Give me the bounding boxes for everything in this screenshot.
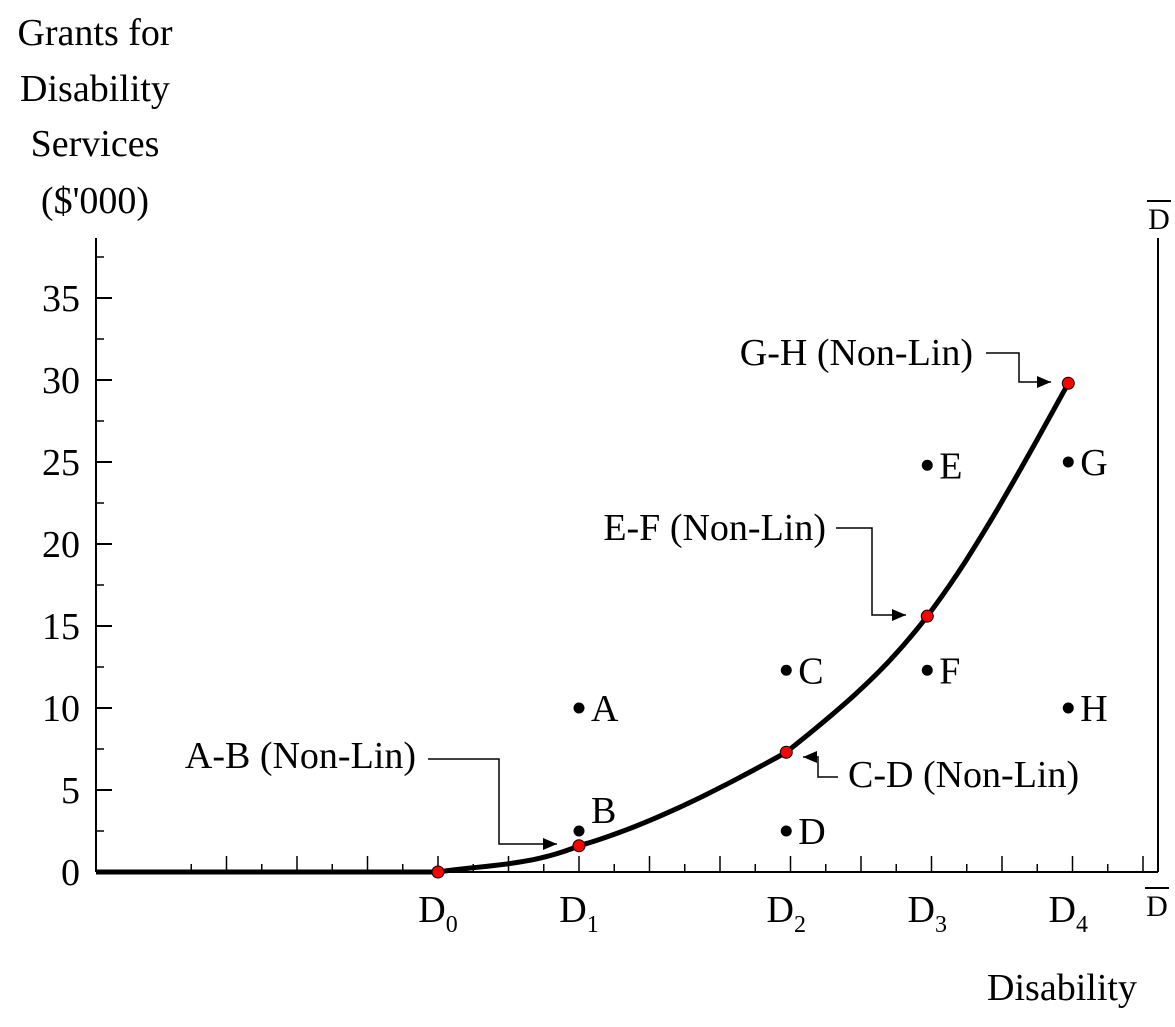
curve-layer: [96, 376, 1075, 879]
y-axis-label-line-2: Disability: [20, 68, 170, 110]
x-axis-label: Disability: [987, 967, 1137, 1009]
y-tick-label: 35: [42, 278, 80, 320]
y-tick-label: 5: [61, 770, 80, 812]
annotation-arrowhead: [1037, 376, 1051, 388]
y-tick-label: 25: [42, 442, 80, 484]
annotation-leader-line: [803, 756, 838, 778]
annotation-label: A-B (Non-Lin): [185, 735, 416, 777]
x-tick-label-main: D: [908, 889, 935, 931]
point-d-label: D: [798, 811, 825, 853]
x-tick-label-main: D: [1049, 889, 1076, 931]
x-tick-label-main: D: [767, 889, 794, 931]
y-tick-label: 20: [42, 524, 80, 566]
point-a-dot: [573, 702, 585, 714]
y-tick-label: 30: [42, 360, 80, 402]
curve-marker: [1061, 376, 1075, 390]
x-tick-label-subscript: 2: [794, 912, 806, 938]
annotation-arrowhead: [892, 609, 906, 621]
x-tick-label-d4: D4: [1049, 889, 1088, 938]
annotation-layer: A-B (Non-Lin) C-D (Non-Lin) E-F (Non-Lin) G…: [185, 332, 1079, 850]
point-b-dot: [573, 825, 585, 837]
point-g-dot: [1062, 456, 1074, 468]
annotation-leader-line: [986, 352, 1051, 383]
y-tick-label: 0: [61, 852, 80, 894]
point-c-dot: [780, 664, 792, 676]
y-axis-label-line-4: ($'000): [40, 180, 150, 222]
annotation-label: G-H (Non-Lin): [740, 332, 973, 374]
x-tick-label-subscript: 3: [935, 912, 947, 938]
point-a-label: A: [591, 688, 619, 730]
annotation-label: E-F (Non-Lin): [603, 507, 826, 549]
point-e-dot: [921, 459, 933, 471]
curve-marker: [920, 609, 934, 623]
annotation-label: C-D (Non-Lin): [848, 754, 1079, 796]
x-tick-label-main: D: [559, 889, 586, 931]
x-tick-label-d2: D2: [767, 889, 806, 938]
x-tick-label-main: D: [418, 889, 445, 931]
point-g-label: G: [1080, 442, 1107, 484]
x-tick-label-subscript: 0: [446, 912, 458, 938]
annotation-arrowhead: [543, 838, 557, 850]
x-tick-label-d1: D1: [559, 889, 598, 938]
y-axis-label-line-3: Services: [30, 123, 160, 165]
x-tick-label-subscript: 4: [1076, 912, 1088, 938]
curve-marker: [779, 745, 793, 759]
annotation-arrowhead: [803, 751, 817, 763]
x-tick-label-d0: D0: [418, 889, 457, 938]
point-c-label: C: [798, 650, 823, 692]
y-tick-label: 15: [42, 606, 80, 648]
point-b-label: B: [591, 790, 616, 832]
point-e-label: E: [939, 445, 962, 487]
d-bar-label-bottom: D: [1146, 890, 1168, 923]
d-bar-label-top: D: [1148, 203, 1170, 236]
annotation-leader-line: [836, 527, 906, 616]
y-axis-label-line-1: Grants for: [17, 12, 173, 54]
point-f-label: F: [939, 650, 960, 692]
grant-curve-line: [437, 382, 1071, 875]
y-tick-label: 10: [42, 688, 80, 730]
point-h-label: H: [1080, 688, 1107, 730]
x-tick-label-subscript: 1: [587, 912, 599, 938]
point-f-dot: [921, 664, 933, 676]
point-d-dot: [780, 825, 792, 837]
annotation-leader-line: [428, 758, 557, 845]
point-h-dot: [1062, 702, 1074, 714]
curve-marker: [572, 839, 586, 853]
x-tick-label-d3: D3: [908, 889, 947, 938]
curve-marker: [431, 865, 445, 879]
points-layer: A B C D E F G H: [573, 442, 1108, 853]
